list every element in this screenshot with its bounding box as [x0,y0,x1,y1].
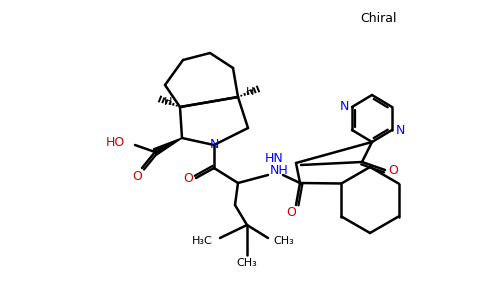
Text: NH: NH [270,164,289,178]
Polygon shape [153,138,182,155]
Text: N: N [209,139,219,152]
Text: O: O [132,169,142,182]
Text: O: O [388,164,398,176]
Text: N: N [395,124,405,136]
Text: CH₃: CH₃ [237,258,257,268]
Text: H: H [246,87,254,97]
Text: Chiral: Chiral [360,11,396,25]
Text: O: O [183,172,193,184]
Text: O: O [286,206,296,220]
Text: HN: HN [265,152,284,166]
Text: H: H [164,97,172,107]
Text: HO: HO [106,136,125,149]
Text: H₃C: H₃C [192,236,212,246]
Text: N: N [339,100,348,113]
Text: CH₃: CH₃ [273,236,294,246]
